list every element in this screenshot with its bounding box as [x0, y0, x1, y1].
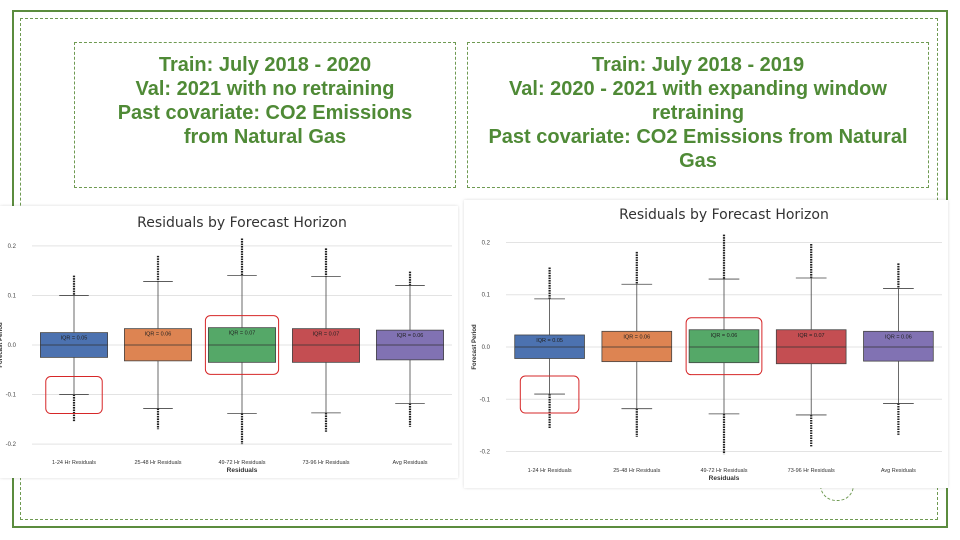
- right-config-line-2: Val: 2020 - 2021 with expanding window r…: [509, 78, 887, 124]
- iqr-label: IQR = 0.07: [313, 332, 340, 338]
- left-config-line-1: Train: July 2018 - 2020: [158, 54, 372, 76]
- x-tick-label: Avg Residuals: [392, 460, 427, 466]
- left-config-text: Train: July 2018 - 2020 Val: 2021 with n…: [100, 53, 430, 149]
- iqr-label: IQR = 0.06: [885, 334, 912, 340]
- highlight-whisker-1-24: [519, 375, 580, 414]
- iqr-label: IQR = 0.07: [229, 331, 256, 337]
- y-tick-label: 0.0: [8, 343, 17, 349]
- left-config-line-3: Past covariate: CO2 Emissions from Natur…: [117, 102, 413, 148]
- y-tick-label: 0.1: [8, 293, 17, 299]
- x-tick-label: 25-48 Hr Residuals: [613, 468, 660, 474]
- right-config-line-3: Past covariate: CO2 Emissions from Natur…: [488, 126, 908, 172]
- highlight-box-49-72: [204, 315, 280, 375]
- right-config-box: Train: July 2018 - 2019 Val: 2020 - 2021…: [467, 42, 929, 188]
- left-chart-panel: Residuals by Forecast Horizon -0.2 -0.1 0.0…: [0, 206, 458, 478]
- x-tick-label: 1-24 Hr Residuals: [528, 468, 572, 474]
- right-config-text: Train: July 2018 - 2019 Val: 2020 - 2021…: [483, 53, 913, 173]
- y-axis-label: Forecast Period: [472, 324, 478, 370]
- x-axis-label: Residuals: [709, 475, 740, 482]
- chart-title: Residuals by Forecast Horizon: [619, 207, 829, 223]
- iqr-label: IQR = 0.05: [61, 336, 88, 342]
- x-tick-label: 1-24 Hr Residuals: [52, 460, 96, 466]
- x-tick-label: 73-96 Hr Residuals: [788, 468, 835, 474]
- y-tick-label: 0.2: [8, 244, 17, 250]
- box-4: [291, 328, 360, 363]
- highlight-whisker-1-24: [45, 376, 103, 415]
- iqr-label: IQR = 0.06: [397, 333, 424, 339]
- y-tick-label: -0.2: [480, 450, 491, 456]
- iqr-label: IQR = 0.05: [536, 338, 563, 344]
- x-axis-label: Residuals: [227, 467, 258, 474]
- x-tick-label: Avg Residuals: [881, 468, 916, 474]
- highlight-box-49-72: [685, 317, 763, 376]
- y-tick-label: -0.2: [6, 442, 17, 448]
- y-axis-label: Forecast Period: [0, 322, 4, 368]
- x-tick-label: 49-72 Hr Residuals: [700, 468, 747, 474]
- y-tick-label: 0.0: [482, 345, 491, 351]
- right-boxplot-chart: Residuals by Forecast Horizon -0.2 -0.1 0.0…: [472, 207, 942, 482]
- right-chart-panel: Residuals by Forecast Horizon -0.2 -0.1 0.0…: [464, 200, 948, 488]
- y-tick-label: -0.1: [6, 393, 17, 399]
- iqr-label: IQR = 0.06: [711, 333, 738, 339]
- y-tick-label: -0.1: [480, 397, 491, 403]
- iqr-label: IQR = 0.07: [798, 333, 825, 339]
- iqr-label: IQR = 0.06: [145, 332, 172, 338]
- left-boxplot-chart: Residuals by Forecast Horizon -0.2 -0.1 0.0…: [0, 215, 452, 474]
- iqr-label: IQR = 0.06: [623, 334, 650, 340]
- box-2: [601, 330, 673, 363]
- y-tick-label: 0.2: [482, 240, 491, 246]
- left-config-line-2: Val: 2021 with no retraining: [135, 78, 395, 100]
- y-tick-label: 0.1: [482, 293, 491, 299]
- chart-title: Residuals by Forecast Horizon: [137, 215, 347, 231]
- x-tick-label: 25-48 Hr Residuals: [134, 460, 181, 466]
- box-3: [688, 329, 760, 364]
- left-config-box: Train: July 2018 - 2020 Val: 2021 with n…: [74, 42, 456, 188]
- x-tick-label: 73-96 Hr Residuals: [302, 460, 349, 466]
- box-5: [863, 330, 934, 362]
- x-tick-label: 49-72 Hr Residuals: [218, 460, 265, 466]
- right-config-line-1: Train: July 2018 - 2019: [591, 54, 805, 76]
